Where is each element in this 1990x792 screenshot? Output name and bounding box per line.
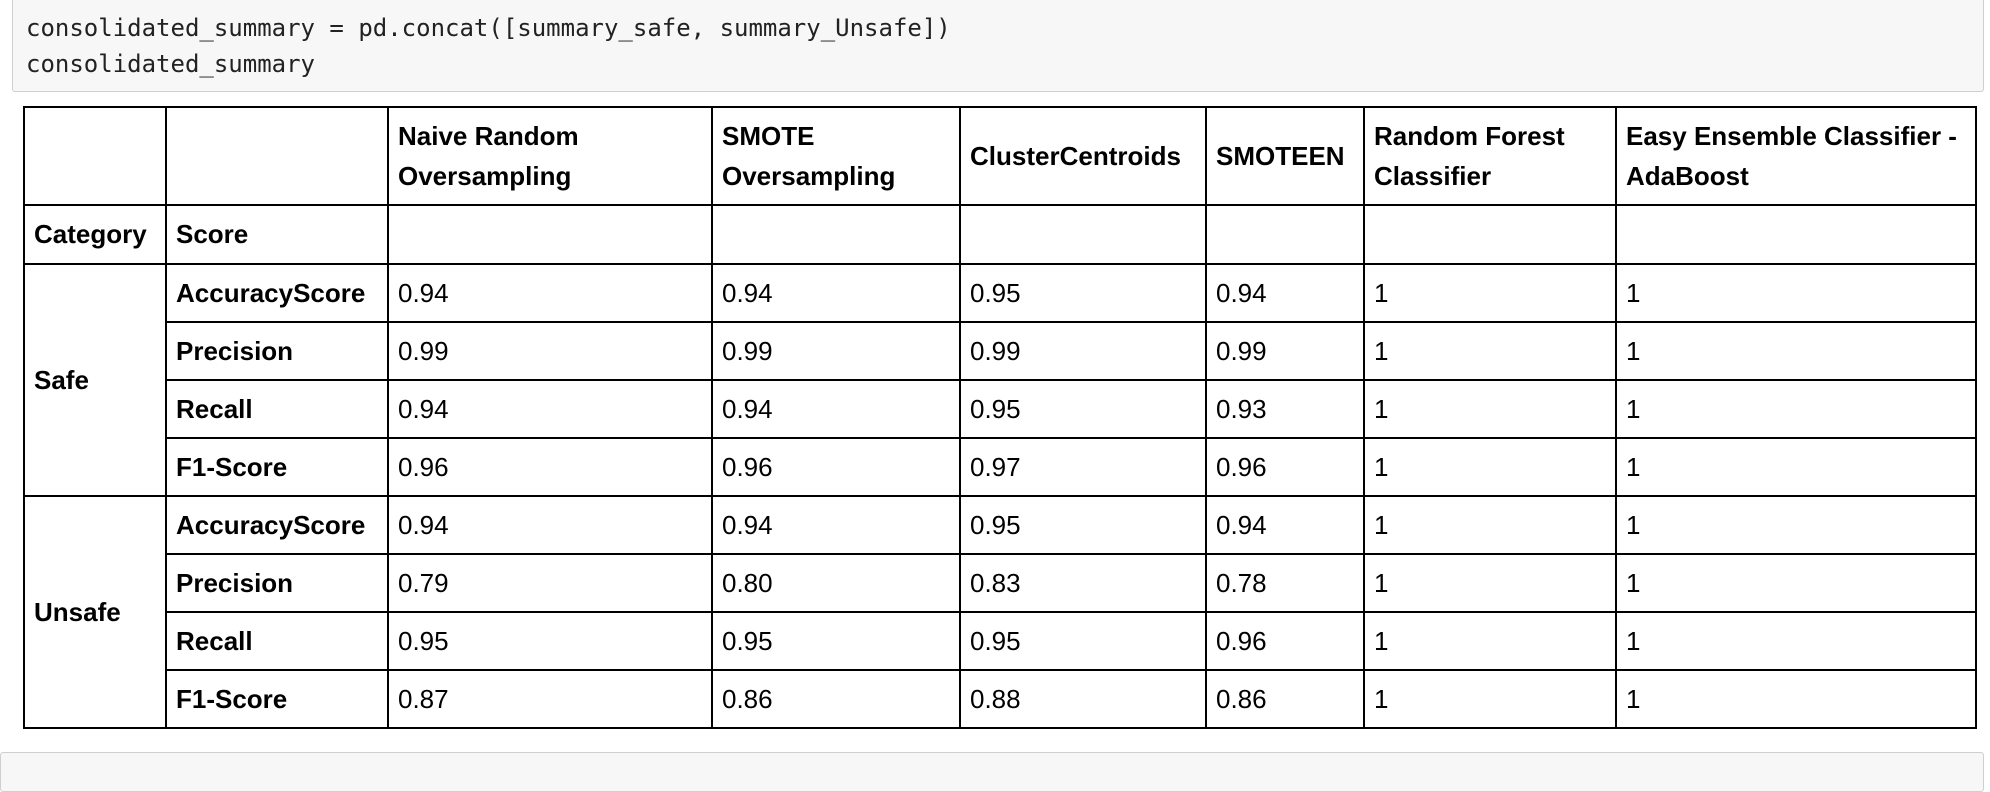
table-cell: 1 [1615,611,1977,671]
table-cell: 0.99 [959,321,1207,381]
table-cell: 0.97 [959,437,1207,497]
table-cell: 1 [1615,553,1977,613]
table-cell: 0.95 [387,611,713,671]
table-cell: 0.96 [711,437,961,497]
column-header: SMOTE Oversampling [711,106,961,206]
score-label: AccuracyScore [165,495,389,555]
output-dataframe-table: Naive Random Oversampling SMOTE Oversamp… [23,106,1977,729]
score-label: Precision [165,553,389,613]
table-cell: 0.87 [387,669,713,729]
table-cell: 0.83 [959,553,1207,613]
table-row: Precision 0.79 0.80 0.83 0.78 1 1 [24,553,1977,613]
next-code-cell[interactable] [0,752,1984,792]
table-cell: 0.96 [1205,611,1365,671]
table-cell: 0.93 [1205,379,1365,439]
table-cell: 0.96 [387,437,713,497]
table-cell: 1 [1615,321,1977,381]
score-label: Recall [165,379,389,439]
table-cell: 0.96 [1205,437,1365,497]
index-names-row: Category Score [23,204,1977,265]
column-header: ClusterCentroids [959,106,1207,206]
table-cell: 0.78 [1205,553,1365,613]
blank-header-cell [1205,204,1365,265]
table-cell: 1 [1363,669,1617,729]
index-name-category: Category [23,204,167,265]
table-cell: 0.95 [959,263,1207,323]
blank-header-cell [959,204,1207,265]
table-cell: 0.94 [711,263,961,323]
code-cell[interactable]: consolidated_summary = pd.concat([summar… [12,0,1984,92]
table-cell: 0.94 [387,379,713,439]
table-row: Unsafe AccuracyScore 0.94 0.94 0.95 0.94… [23,495,1977,729]
table-cell: 1 [1615,669,1977,729]
table-cell: 1 [1615,495,1977,555]
table-cell: 0.99 [711,321,961,381]
blank-header-cell [165,106,389,206]
table-cell: 1 [1363,263,1617,323]
index-name-score: Score [165,204,389,265]
table-cell: 1 [1363,611,1617,671]
table-cell: 1 [1363,553,1617,613]
table-cell: 1 [1363,495,1617,555]
category-label: Unsafe [23,495,167,729]
table-cell: 0.99 [387,321,713,381]
code-line: consolidated_summary = pd.concat([summar… [26,14,951,42]
table-cell: 1 [1615,263,1977,323]
table-cell: 0.95 [711,611,961,671]
blank-header-cell [711,204,961,265]
table-row: Recall 0.94 0.94 0.95 0.93 1 1 [24,379,1977,439]
table-cell: 1 [1363,321,1617,381]
table-row: F1-Score 0.96 0.96 0.97 0.96 1 1 [24,437,1977,497]
table-cell: 1 [1615,379,1977,439]
column-header-row: Naive Random Oversampling SMOTE Oversamp… [23,106,1977,206]
column-header: SMOTEEN [1205,106,1365,206]
column-header: Random Forest Classifier [1363,106,1617,206]
column-header: Easy Ensemble Classifier -AdaBoost [1615,106,1977,206]
blank-header-cell [1615,204,1977,265]
table-cell: 1 [1363,379,1617,439]
code-line: consolidated_summary [26,50,315,78]
column-header: Naive Random Oversampling [387,106,713,206]
table-cell: 0.95 [959,495,1207,555]
table-cell: 0.94 [711,379,961,439]
table-cell: 1 [1363,437,1617,497]
table-cell: 0.94 [387,495,713,555]
table-cell: 0.80 [711,553,961,613]
score-label: F1-Score [165,669,389,729]
table-cell: 0.86 [1205,669,1365,729]
table-row: Safe AccuracyScore 0.94 0.94 0.95 0.94 1… [23,263,1977,497]
table-cell: 0.79 [387,553,713,613]
table-cell: 0.94 [387,263,713,323]
score-label: F1-Score [165,437,389,497]
table-row: Recall 0.95 0.95 0.95 0.96 1 1 [24,611,1977,671]
table-cell: 0.94 [711,495,961,555]
table-cell: 0.99 [1205,321,1365,381]
table-cell: 0.88 [959,669,1207,729]
table-cell: 0.94 [1205,495,1365,555]
score-label: Recall [165,611,389,671]
table-cell: 0.95 [959,379,1207,439]
blank-header-cell [23,106,167,206]
table-cell: 0.95 [959,611,1207,671]
blank-header-cell [1363,204,1617,265]
table-row: Precision 0.99 0.99 0.99 0.99 1 1 [24,321,1977,381]
table-row: F1-Score 0.87 0.86 0.88 0.86 1 1 [24,669,1977,729]
score-label: Precision [165,321,389,381]
blank-header-cell [387,204,713,265]
score-label: AccuracyScore [165,263,389,323]
table-cell: 0.94 [1205,263,1365,323]
table-cell: 1 [1615,437,1977,497]
table-cell: 0.86 [711,669,961,729]
category-label: Safe [23,263,167,497]
